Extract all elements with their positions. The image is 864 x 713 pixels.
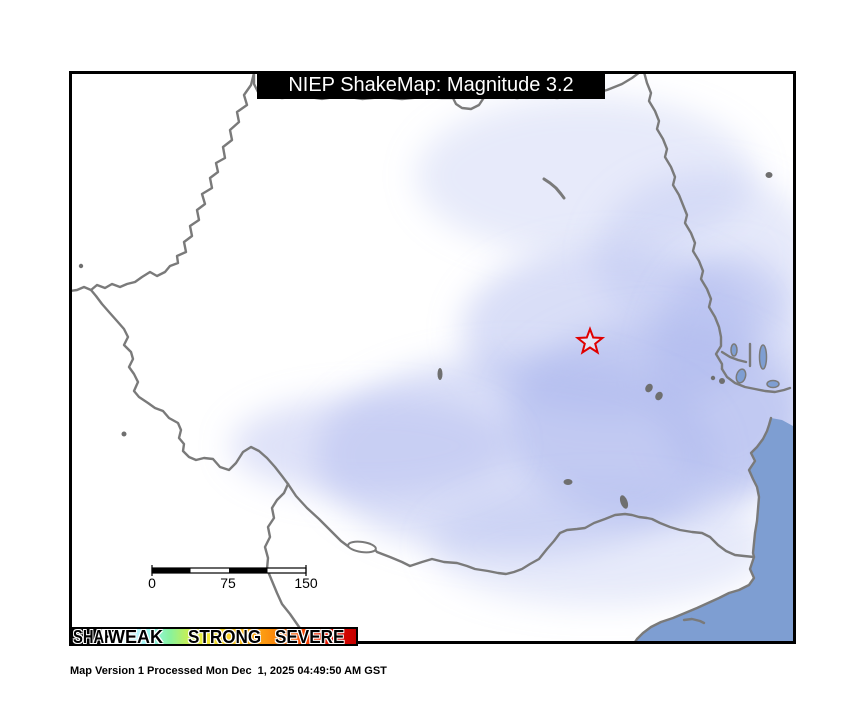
map-title: NIEP ShakeMap: Magnitude 3.2 (257, 71, 605, 99)
black-sea (635, 418, 793, 641)
inland-lakes (78, 172, 773, 509)
intensity-overlay (231, 96, 793, 606)
map-frame (69, 71, 796, 644)
map-version-caption: Map Version 1 Processed Mon Dec 1, 2025 … (70, 665, 387, 677)
scale-tick-150: 150 (294, 575, 318, 591)
delta-lakes (730, 343, 780, 389)
scale-tick-0: 0 (148, 575, 156, 591)
legend-label-shaking: SHAK (73, 627, 115, 647)
romania-map (72, 74, 793, 641)
legend-label-weak: WEAK (108, 627, 163, 647)
legend-label-severe: SEVERE (275, 627, 345, 647)
intensity-colorbar: SHAK WEAK STRONG SEVERE (69, 627, 358, 646)
scale-tick-75: 75 (220, 575, 236, 591)
epicenter-star (574, 326, 606, 355)
scale-bar (151, 565, 307, 576)
legend-label-strong: STRONG (188, 627, 262, 647)
